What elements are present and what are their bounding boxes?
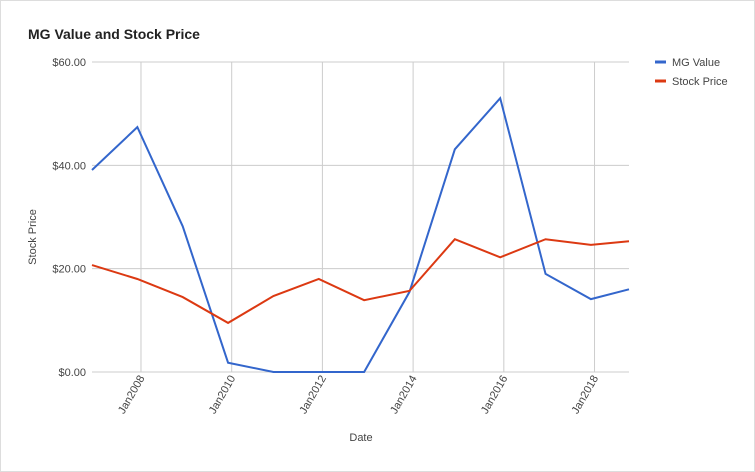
y-tick-label: $40.00 bbox=[52, 160, 86, 172]
y-axis-title: Stock Price bbox=[27, 209, 39, 265]
y-tick-label: $0.00 bbox=[58, 367, 86, 379]
y-tick-label: $60.00 bbox=[52, 57, 86, 69]
chart-title: MG Value and Stock Price bbox=[28, 26, 200, 42]
y-tick-label: $20.00 bbox=[52, 264, 86, 276]
legend-label: MG Value bbox=[672, 57, 720, 69]
x-axis-title: Date bbox=[349, 432, 372, 444]
data-line bbox=[91, 96, 630, 373]
legend-label: Stock Price bbox=[672, 76, 728, 88]
data-line bbox=[91, 238, 630, 325]
